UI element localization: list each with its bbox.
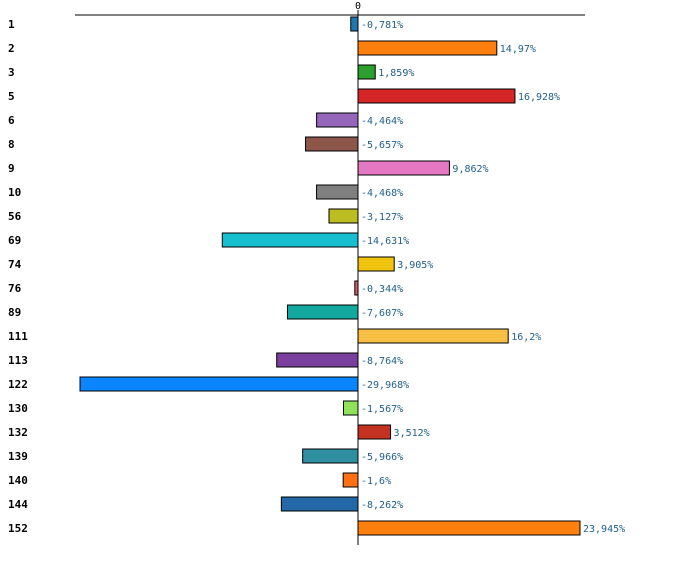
value-label: 14,97% [500, 44, 536, 55]
zero-tick-label: 0 [355, 1, 361, 12]
value-label: 1,859% [378, 68, 414, 79]
category-label: 130 [8, 402, 28, 415]
bar-140 [342, 472, 359, 488]
bar-113 [276, 352, 359, 368]
category-label: 5 [8, 90, 15, 103]
value-label: 23,945% [583, 524, 625, 535]
bar-69 [221, 232, 359, 248]
bar-152 [357, 520, 581, 536]
bar-9 [357, 160, 450, 176]
value-label: -1,6% [361, 476, 391, 487]
value-label: 16,928% [518, 92, 560, 103]
value-label: -5,657% [361, 140, 403, 151]
value-label: -4,468% [361, 188, 403, 199]
value-label: -8,262% [361, 500, 403, 511]
category-label: 152 [8, 522, 28, 535]
category-label: 1 [8, 18, 15, 31]
category-label: 113 [8, 354, 28, 367]
category-label: 111 [8, 330, 28, 343]
bar-6 [316, 112, 359, 128]
bar-3 [357, 64, 376, 80]
category-label: 89 [8, 306, 21, 319]
value-label: -29,968% [361, 380, 409, 391]
bar-5 [357, 88, 516, 104]
category-label: 10 [8, 186, 21, 199]
bar-10 [316, 184, 359, 200]
value-label: -3,127% [361, 212, 403, 223]
value-label: -0,781% [361, 20, 403, 31]
value-label: -1,567% [361, 404, 403, 415]
bar-144 [280, 496, 359, 512]
bar-111 [357, 328, 509, 344]
bar-8 [305, 136, 359, 152]
category-label: 140 [8, 474, 28, 487]
bar-2 [357, 40, 498, 56]
value-label: 9,862% [452, 164, 488, 175]
category-label: 2 [8, 42, 15, 55]
value-label: -7,607% [361, 308, 403, 319]
category-label: 122 [8, 378, 28, 391]
category-label: 69 [8, 234, 21, 247]
bar-122 [79, 376, 359, 392]
bars-group: 1 -0,781% 2 14,97% 3 1,859% 5 16,928% 6 -4,464% 8 -… [8, 16, 625, 536]
bar-89 [286, 304, 359, 320]
category-label: 74 [8, 258, 22, 271]
category-label: 132 [8, 426, 28, 439]
bar-139 [302, 448, 359, 464]
category-label: 76 [8, 282, 22, 295]
value-label: -8,764% [361, 356, 403, 367]
category-label: 56 [8, 210, 22, 223]
value-label: 16,2% [511, 332, 541, 343]
value-label: -4,464% [361, 116, 403, 127]
bar-130 [342, 400, 359, 416]
bar-74 [357, 256, 395, 272]
bar-132 [357, 424, 392, 440]
category-label: 139 [8, 450, 28, 463]
category-label: 144 [8, 498, 28, 511]
bar-1 [350, 16, 359, 32]
value-label: -0,344% [361, 284, 403, 295]
value-label: 3,512% [394, 428, 430, 439]
value-label: -14,631% [361, 236, 409, 247]
value-label: 3,905% [397, 260, 433, 271]
category-label: 6 [8, 114, 15, 127]
category-label: 3 [8, 66, 15, 79]
category-label: 9 [8, 162, 15, 175]
value-label: -5,966% [361, 452, 403, 463]
bar-56 [328, 208, 359, 224]
category-label: 8 [8, 138, 15, 151]
